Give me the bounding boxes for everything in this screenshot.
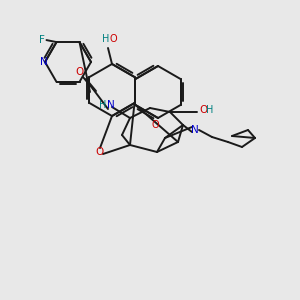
Text: H: H	[99, 100, 107, 110]
Text: N: N	[191, 125, 199, 135]
Text: H: H	[102, 34, 110, 44]
Text: N: N	[107, 100, 115, 110]
Text: O: O	[199, 105, 207, 115]
Text: O: O	[109, 34, 117, 44]
Text: F: F	[39, 35, 44, 45]
Text: H: H	[206, 105, 214, 115]
Text: O: O	[151, 120, 159, 130]
Text: O: O	[96, 147, 104, 157]
Text: O: O	[76, 67, 84, 77]
Text: N: N	[40, 57, 48, 67]
